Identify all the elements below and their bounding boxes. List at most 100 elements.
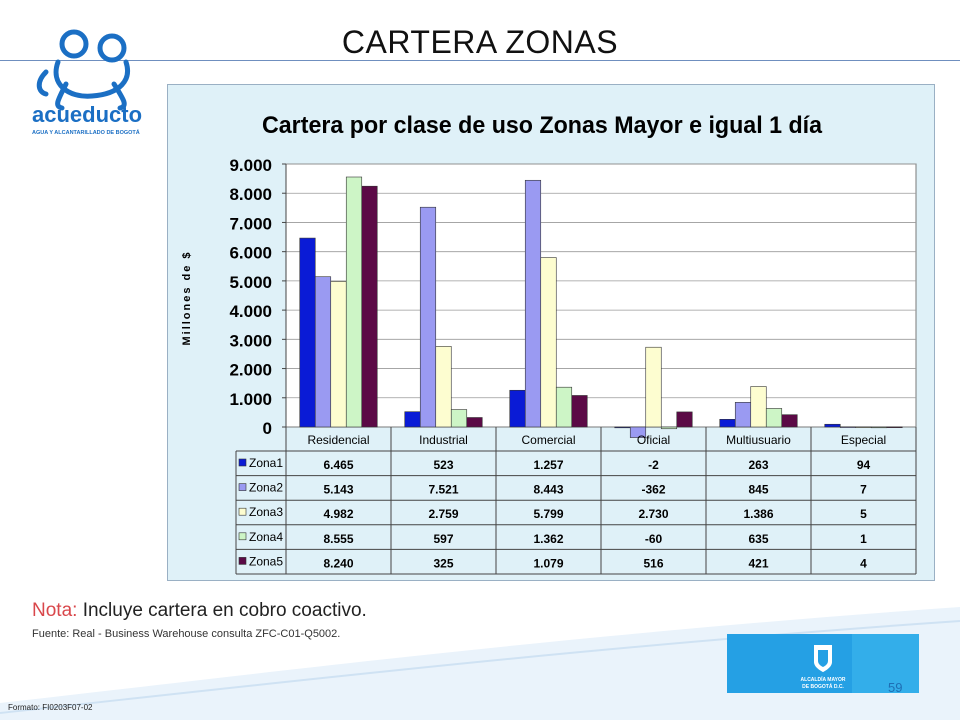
legend-swatch <box>238 557 247 565</box>
acueducto-logo: acueducto AGUA Y ALCANTARILLADO DE BOGOT… <box>32 29 142 136</box>
bar-zona3-multiusuario <box>750 386 767 428</box>
note-label: Nota: <box>32 600 78 621</box>
data-label: -362 <box>641 483 665 497</box>
category-label: Oficial <box>637 433 670 447</box>
legend-label: Zona5 <box>249 554 283 568</box>
y-axis-label: Millones de $ <box>181 250 193 345</box>
bar-zona4-comercial <box>555 386 573 428</box>
bar-chart: Cartera por clase de uso Zonas Mayor e i… <box>181 112 917 575</box>
data-label: 263 <box>748 458 768 472</box>
data-label: 597 <box>433 532 453 546</box>
data-label: -60 <box>645 532 663 546</box>
data-label: 523 <box>433 458 453 472</box>
bar-zona5-residencial <box>361 185 378 428</box>
data-label: 1.362 <box>533 532 563 546</box>
data-label: 1.079 <box>533 556 563 570</box>
bar-zona2-especial <box>839 426 857 428</box>
y-tick-label: 8.000 <box>229 185 272 204</box>
bar-zona1-residencial <box>299 237 316 428</box>
data-label: 1 <box>860 532 867 546</box>
grid-lines <box>285 163 917 428</box>
data-label: 8.555 <box>323 532 353 546</box>
bar-zona4-industrial <box>450 409 468 428</box>
y-tick-label: 7.000 <box>229 214 272 233</box>
bar-zona5-especial <box>886 426 903 428</box>
legend-label: Zona4 <box>249 530 283 544</box>
chart-title: Cartera por clase de uso Zonas Mayor e i… <box>262 112 823 139</box>
y-tick-label: 5.000 <box>229 273 272 292</box>
bogota-crest-icon: ALCALDÍA MAYOR DE BOGOTÁ D.C. <box>801 645 846 690</box>
legend-swatch <box>238 458 247 467</box>
bar-zona1-industrial <box>404 411 421 428</box>
bar-zona1-especial <box>824 423 841 428</box>
bar-zona3-industrial <box>435 346 452 428</box>
legend-label: Zona3 <box>249 505 283 519</box>
data-label: 1.257 <box>533 458 563 472</box>
category-label: Industrial <box>419 433 468 447</box>
footer-swoosh <box>0 607 960 720</box>
data-label: 325 <box>433 556 453 570</box>
bar-zona4-oficial <box>660 426 678 430</box>
y-tick-label: 1.000 <box>229 390 272 409</box>
logo-tagline: AGUA Y ALCANTARILLADO DE BOGOTÁ <box>32 129 140 136</box>
data-label: 5 <box>860 507 867 521</box>
data-label: 2.730 <box>638 507 668 521</box>
legend-label: Zona1 <box>249 456 283 470</box>
category-label: Especial <box>841 433 886 447</box>
note-text: Incluye cartera en cobro coactivo. <box>77 600 367 621</box>
bar-zona2-industrial <box>419 206 437 428</box>
bar-zona2-comercial <box>524 179 542 428</box>
data-label: 5.799 <box>533 507 563 521</box>
bar-zona4-especial <box>870 426 888 429</box>
y-tick-label: 3.000 <box>229 331 272 350</box>
bar-zona2-oficial <box>629 426 647 438</box>
header-divider <box>0 60 960 61</box>
data-label: 1.386 <box>743 507 773 521</box>
note: Nota: Incluye cartera en cobro coactivo. <box>32 600 367 622</box>
data-label: -2 <box>648 458 659 472</box>
page-number: 59 <box>888 680 903 695</box>
bar-zona3-comercial <box>540 257 557 428</box>
data-label: 421 <box>748 556 768 570</box>
category-label: Residencial <box>307 433 369 447</box>
bar-zona5-industrial <box>466 417 483 428</box>
data-label: 6.465 <box>323 458 353 472</box>
y-tick-label: 6.000 <box>229 244 272 263</box>
chart-panel: Cartera por clase de uso Zonas Mayor e i… <box>167 84 935 581</box>
bar-zona5-multiusuario <box>781 414 798 428</box>
bar-zona5-oficial <box>676 411 693 428</box>
alcaldia-line2: DE BOGOTÁ D.C. <box>802 683 844 690</box>
banner-accent <box>852 634 919 693</box>
source-text: Fuente: Real - Business Warehouse consul… <box>32 628 341 640</box>
data-label: 516 <box>643 556 663 570</box>
data-label: 7 <box>860 483 867 497</box>
data-label: 8.240 <box>323 556 353 570</box>
data-label: 4 <box>860 556 867 570</box>
y-tick-label: 4.000 <box>229 302 272 321</box>
legend-swatch <box>238 532 247 541</box>
data-label: 2.759 <box>428 507 458 521</box>
y-tick-label: 0 <box>263 419 272 438</box>
alcaldia-banner: ALCALDÍA MAYOR DE BOGOTÁ D.C. <box>727 634 919 693</box>
y-tick-label: 2.000 <box>229 361 272 380</box>
bar-zona1-multiusuario <box>719 419 736 428</box>
data-label: 8.443 <box>533 483 563 497</box>
data-table: Residencial Industrial Comercial Oficial Mul… <box>235 427 917 575</box>
bar-zona2-residencial <box>314 276 332 428</box>
bar-zona1-oficial <box>614 426 631 429</box>
category-label: Multiusuario <box>726 433 791 447</box>
logo-name: acueducto <box>32 102 142 127</box>
legend-label: Zona2 <box>249 481 283 495</box>
bar-zona4-residencial <box>345 176 363 428</box>
legend-swatch <box>238 483 247 491</box>
bar-zona5-comercial <box>571 395 588 428</box>
legend-swatch <box>238 507 247 516</box>
data-label: 635 <box>748 532 768 546</box>
data-label: 7.521 <box>428 483 458 497</box>
category-label: Comercial <box>521 433 575 447</box>
y-axis: 0 1.000 2.000 3.000 4.000 5.000 6.000 7.000 8.00… <box>229 156 287 438</box>
bar-zona4-multiusuario <box>765 408 783 428</box>
bar-zona3-residencial <box>330 281 347 428</box>
data-label: 5.143 <box>323 483 353 497</box>
plot-area <box>285 163 917 428</box>
